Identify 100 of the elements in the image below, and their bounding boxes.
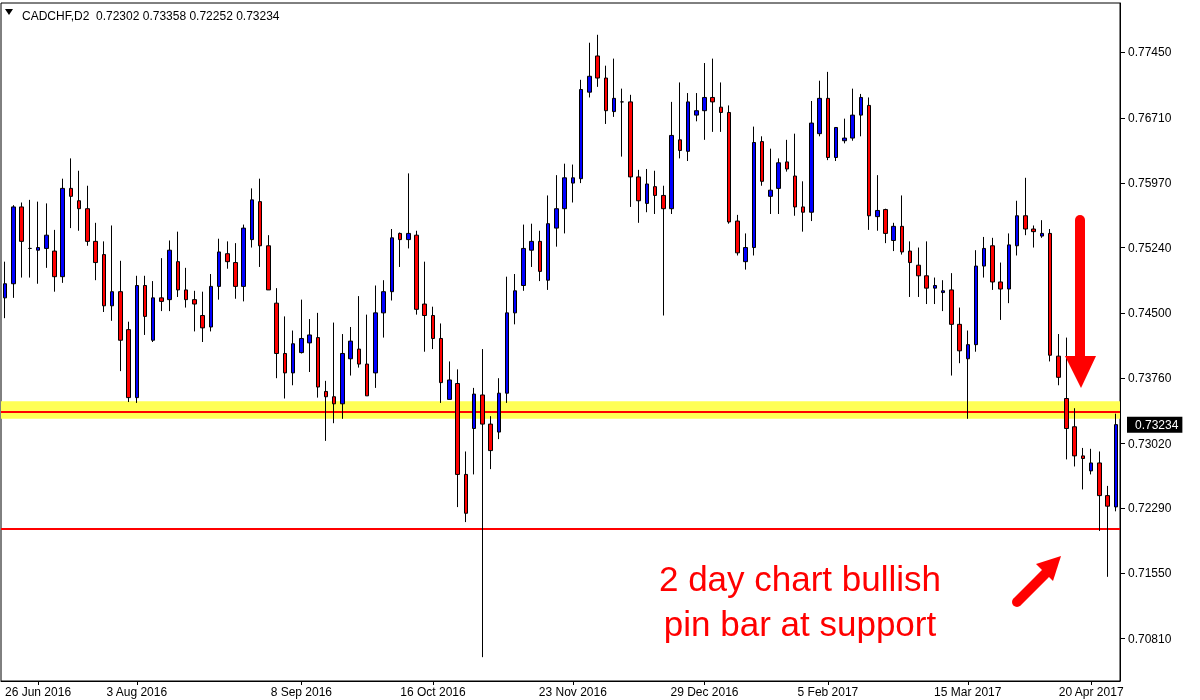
candlestick bbox=[941, 279, 945, 312]
text: 0.73234 bbox=[1135, 417, 1179, 432]
candlestick bbox=[192, 290, 197, 332]
candlestick bbox=[554, 174, 559, 248]
candlestick bbox=[1040, 219, 1044, 239]
candlestick bbox=[957, 307, 962, 364]
candlestick bbox=[266, 234, 271, 291]
y-tick-label: 0.76710 bbox=[1128, 110, 1172, 125]
candlestick bbox=[365, 314, 369, 397]
candlestick bbox=[52, 229, 57, 293]
candlestick bbox=[604, 65, 608, 125]
annotation: 2 day chart bullish pin bar at support bbox=[657, 558, 943, 645]
candlestick bbox=[669, 101, 674, 215]
candlestick bbox=[233, 242, 238, 300]
candlestick bbox=[612, 58, 616, 118]
candlestick bbox=[1081, 447, 1085, 490]
candlestick bbox=[472, 387, 476, 475]
x-tick-label: 20 Apr 2017 bbox=[1058, 685, 1124, 699]
candlestick bbox=[933, 277, 937, 305]
candlestick bbox=[998, 262, 1003, 321]
candlestick bbox=[176, 231, 180, 298]
candlestick bbox=[340, 333, 345, 420]
candlestick bbox=[735, 214, 740, 256]
candlestick bbox=[118, 260, 123, 372]
candlestick bbox=[209, 273, 213, 332]
candlestick bbox=[982, 236, 986, 279]
candlestick bbox=[110, 224, 114, 322]
candlestick bbox=[793, 133, 797, 217]
candlestick bbox=[678, 81, 682, 159]
x-tick-label: 3 Aug 2016 bbox=[106, 685, 168, 699]
candlestick bbox=[859, 93, 863, 137]
candlestick bbox=[167, 239, 172, 312]
candlestick bbox=[11, 204, 16, 299]
candlestick bbox=[19, 202, 24, 279]
candlestick bbox=[727, 104, 731, 225]
candlestick bbox=[653, 170, 657, 215]
candlestick bbox=[620, 88, 624, 158]
candlestick bbox=[60, 178, 65, 284]
candlestick bbox=[431, 306, 435, 350]
candlestick bbox=[283, 315, 287, 399]
candlestick bbox=[422, 261, 427, 353]
candlestick bbox=[776, 157, 781, 215]
candlestick bbox=[686, 92, 690, 162]
candlestick bbox=[1031, 224, 1036, 249]
candlestick bbox=[274, 287, 279, 379]
candlestick bbox=[924, 240, 929, 305]
candlestick bbox=[702, 62, 707, 141]
candlestick bbox=[126, 321, 131, 403]
candlestick bbox=[398, 232, 402, 268]
candlestick bbox=[3, 261, 7, 319]
candlestick bbox=[785, 139, 789, 173]
candlestick bbox=[447, 360, 452, 400]
candlestick bbox=[357, 295, 361, 369]
candlestick bbox=[316, 312, 320, 399]
candlestick bbox=[505, 276, 509, 404]
candlestick bbox=[241, 224, 246, 302]
candlestick bbox=[990, 237, 995, 291]
candlestick bbox=[562, 163, 567, 234]
candlestick bbox=[850, 88, 855, 142]
candlestick bbox=[891, 222, 896, 252]
candlestick bbox=[529, 223, 534, 268]
candlestick bbox=[760, 135, 764, 187]
candlestick bbox=[135, 275, 139, 404]
candlestick bbox=[93, 222, 98, 281]
candlestick bbox=[883, 208, 888, 244]
y-tick-label: 0.75240 bbox=[1128, 240, 1172, 255]
candlestick bbox=[908, 240, 912, 298]
candlestick bbox=[373, 285, 378, 389]
candlestick bbox=[521, 224, 526, 292]
candlestick bbox=[834, 126, 838, 162]
candlestick bbox=[488, 415, 493, 470]
candlestick bbox=[1056, 333, 1061, 386]
candlestick bbox=[768, 148, 773, 215]
candlestick bbox=[217, 238, 221, 301]
candlestick bbox=[77, 170, 81, 232]
y-tick-label: 0.73760 bbox=[1128, 371, 1172, 386]
x-tick-label: 8 Sep 2016 bbox=[270, 685, 333, 699]
candlestick bbox=[916, 247, 921, 298]
candlestick bbox=[595, 34, 600, 88]
candlestick bbox=[645, 168, 649, 213]
x-tick-label: 15 Mar 2017 bbox=[934, 685, 1002, 699]
candlestick bbox=[184, 267, 188, 309]
candlestick bbox=[587, 42, 592, 98]
candlestick bbox=[390, 228, 394, 302]
candlestick bbox=[900, 194, 904, 256]
candlestick bbox=[743, 232, 748, 271]
candlestick bbox=[1015, 200, 1019, 256]
candlestick bbox=[464, 450, 468, 523]
candlestick bbox=[719, 81, 723, 133]
candlestick bbox=[143, 275, 147, 336]
candlestick bbox=[661, 185, 666, 317]
candlestick bbox=[826, 71, 830, 161]
candlestick bbox=[159, 257, 164, 312]
candlestick bbox=[200, 291, 205, 343]
y-tick-label: 0.74500 bbox=[1128, 305, 1172, 320]
candlestick bbox=[414, 230, 419, 316]
candlestick bbox=[546, 194, 550, 291]
candlestick bbox=[1023, 177, 1028, 236]
candlestick bbox=[636, 169, 641, 224]
candlestick bbox=[28, 199, 32, 279]
